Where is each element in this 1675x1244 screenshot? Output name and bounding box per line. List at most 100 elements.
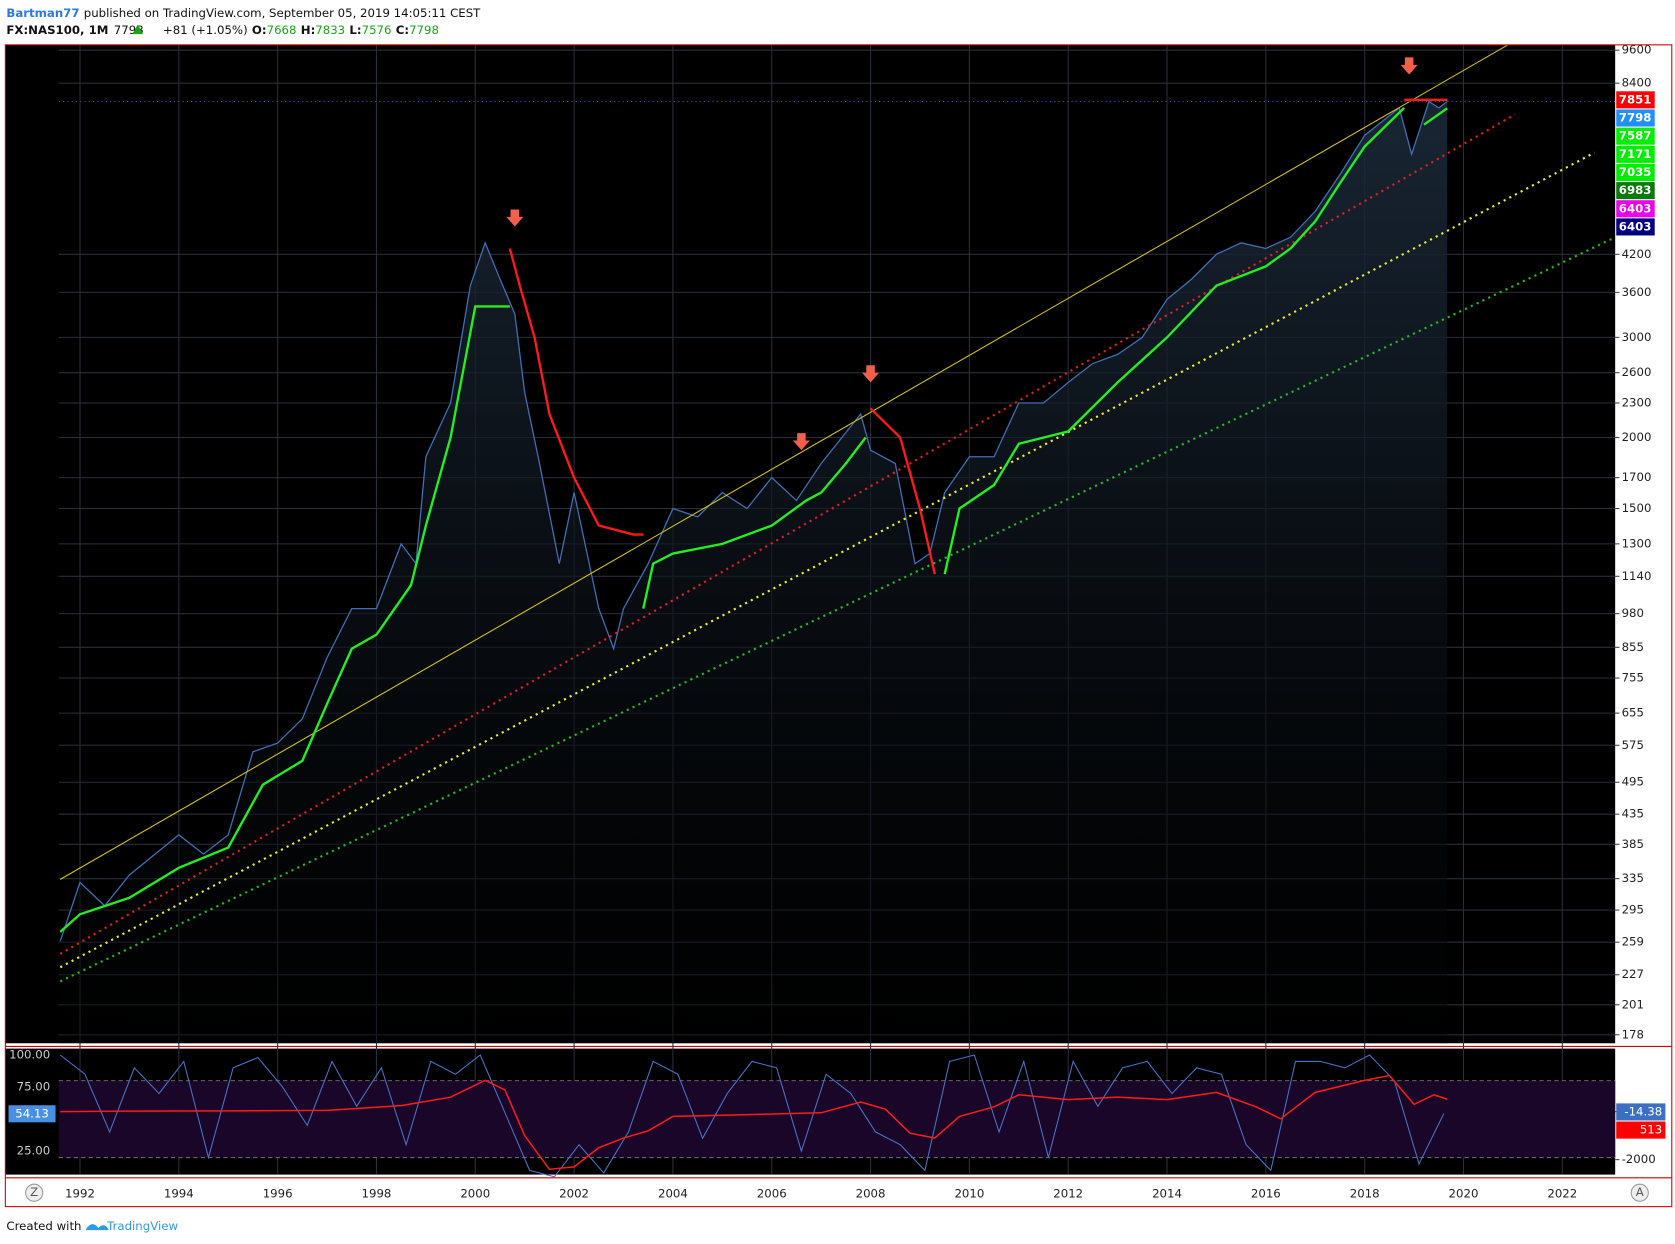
low: 7576 bbox=[362, 22, 392, 36]
symbol: FX:NAS100, 1M bbox=[6, 22, 108, 36]
chart-frame bbox=[4, 44, 1673, 1208]
y-tick-label: 2300 bbox=[1622, 395, 1652, 409]
x-tick-label: 2000 bbox=[460, 1186, 490, 1200]
y-tick-label: 495 bbox=[1622, 775, 1644, 789]
x-tick-label: 1992 bbox=[65, 1186, 95, 1200]
price-label: 6983 bbox=[1619, 183, 1652, 197]
y-tick-label: 227 bbox=[1622, 967, 1644, 981]
y-tick-label: 385 bbox=[1622, 837, 1644, 851]
price-label-box bbox=[1616, 145, 1655, 163]
x-tick-label: 2020 bbox=[1449, 1186, 1479, 1200]
header-line-2: FX:NAS100, 1M 7798 +81 (+1.05%) O:7668 H:783… bbox=[6, 22, 439, 36]
x-tick-label: 2018 bbox=[1350, 1186, 1380, 1200]
trendline bbox=[59, 151, 1595, 969]
right-label: 513 bbox=[1640, 1123, 1662, 1137]
zoom-button[interactable] bbox=[25, 1183, 44, 1202]
trendline bbox=[59, 236, 1616, 983]
footer-text: Created with bbox=[6, 1218, 81, 1232]
y2-tick-label: -2000 bbox=[1622, 1152, 1656, 1166]
y-tick-label: 8400 bbox=[1622, 76, 1652, 90]
band-fill bbox=[58, 1080, 1616, 1158]
y-tick-label: 980 bbox=[1622, 606, 1644, 620]
footer-brand[interactable]: TradingView bbox=[106, 1218, 178, 1232]
y-tick-label: 2600 bbox=[1622, 365, 1652, 379]
y-tick-label: 259 bbox=[1622, 935, 1644, 949]
peak-arrow bbox=[1400, 57, 1418, 75]
y-tick-label: 3000 bbox=[1622, 330, 1652, 344]
y-tick-label: 855 bbox=[1622, 640, 1644, 654]
y-tick-label: 655 bbox=[1622, 706, 1644, 720]
author[interactable]: Bartman77 bbox=[6, 5, 79, 19]
x-tick-label: 2016 bbox=[1251, 1186, 1281, 1200]
price-label-box bbox=[1616, 163, 1655, 182]
price-label: 7171 bbox=[1619, 147, 1652, 161]
x-tick-label: 1994 bbox=[164, 1186, 194, 1200]
y-tick-label: 4200 bbox=[1622, 247, 1652, 261]
price-label: 6403 bbox=[1619, 219, 1652, 233]
x-tick-label: 2006 bbox=[757, 1186, 787, 1200]
high-label: H: bbox=[301, 22, 316, 36]
price-label-box bbox=[1616, 127, 1655, 145]
open: 7668 bbox=[267, 22, 297, 36]
y-tick-label: 1300 bbox=[1622, 536, 1652, 550]
x-tick-label: 2014 bbox=[1152, 1186, 1182, 1200]
high: 7833 bbox=[315, 22, 345, 36]
y-tick-label: 1700 bbox=[1622, 470, 1652, 484]
change: +81 (+1.05%) bbox=[163, 22, 248, 36]
price-label: 6403 bbox=[1619, 201, 1652, 215]
x-tick-label: 1996 bbox=[263, 1186, 293, 1200]
x-tick-label: 2002 bbox=[559, 1186, 589, 1200]
auto-label[interactable]: A bbox=[1636, 1185, 1644, 1199]
published: published on TradingView.com, September … bbox=[84, 5, 481, 19]
right-label: -14.38 bbox=[1624, 1104, 1662, 1118]
y-tick-label: 1500 bbox=[1622, 501, 1652, 515]
price-label: 7851 bbox=[1619, 92, 1652, 106]
auto-button[interactable] bbox=[1630, 1183, 1649, 1202]
zoom-label[interactable]: Z bbox=[30, 1185, 38, 1199]
y-tick-label: 1140 bbox=[1622, 569, 1652, 583]
price-label-box bbox=[1616, 218, 1655, 236]
moving-average bbox=[59, 107, 1448, 933]
y-tick-label: 755 bbox=[1622, 671, 1644, 685]
price-label: 7587 bbox=[1619, 129, 1652, 143]
x-tick-label: 1998 bbox=[362, 1186, 392, 1200]
y-tick-label: 335 bbox=[1622, 871, 1644, 885]
y-tick-label: 9600 bbox=[1622, 43, 1652, 57]
peak-arrow bbox=[506, 209, 524, 227]
left-label-box bbox=[8, 1105, 56, 1123]
header-line-1: Bartman77 published on TradingView.com, S… bbox=[6, 5, 481, 19]
osc-tick-label: 75.00 bbox=[17, 1080, 51, 1094]
moving-average bbox=[508, 98, 1448, 575]
footer: Created with TradingView bbox=[6, 1218, 178, 1232]
y-tick-label: 295 bbox=[1622, 903, 1644, 917]
y-tick-label: 435 bbox=[1622, 807, 1644, 821]
right-label-box bbox=[1616, 1121, 1666, 1139]
y-tick-label: 3600 bbox=[1622, 285, 1652, 299]
left-label: 54.13 bbox=[15, 1106, 49, 1120]
oscillator-line bbox=[59, 1054, 1445, 1178]
low-label: L: bbox=[349, 22, 361, 36]
price-label-box bbox=[1616, 109, 1655, 127]
open-label: O: bbox=[252, 22, 267, 36]
price-line bbox=[59, 100, 1448, 942]
trendline bbox=[59, 113, 1516, 955]
price-label: 7798 bbox=[1619, 111, 1652, 125]
y-tick-label: 178 bbox=[1622, 1027, 1644, 1041]
close: 7798 bbox=[409, 22, 439, 36]
close-label: C: bbox=[396, 22, 409, 36]
price-label-box bbox=[1616, 182, 1655, 200]
trendline bbox=[59, 44, 1509, 880]
up-icon bbox=[132, 24, 144, 35]
osc-tick-label: 100.00 bbox=[9, 1048, 50, 1062]
x-tick-label: 2010 bbox=[954, 1186, 984, 1200]
x-tick-label: 2004 bbox=[658, 1186, 688, 1200]
y-tick-label: 201 bbox=[1622, 997, 1644, 1011]
osc-tick-label: 25.00 bbox=[17, 1144, 51, 1158]
y-tick-label: 2000 bbox=[1622, 430, 1652, 444]
price-label-box bbox=[1616, 91, 1655, 109]
peak-arrow bbox=[792, 433, 810, 451]
brand-logo bbox=[85, 1224, 109, 1231]
x-tick-label: 2012 bbox=[1053, 1186, 1083, 1200]
